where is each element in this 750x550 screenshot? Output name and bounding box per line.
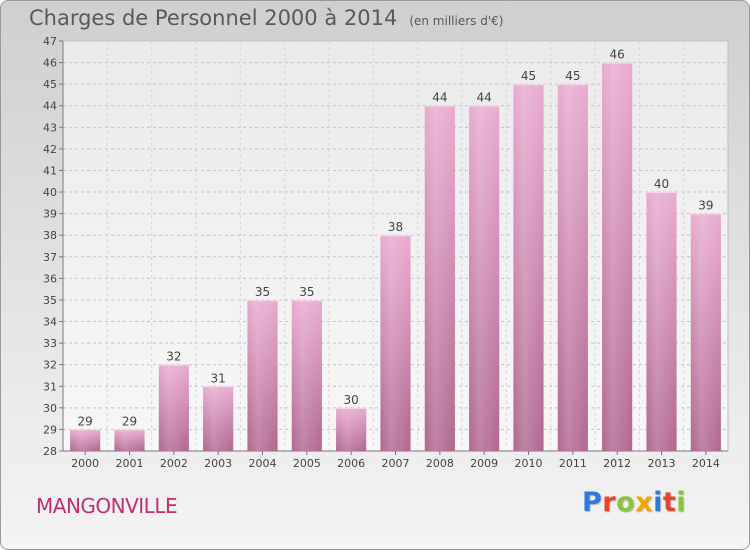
x-tick-label: 2001: [116, 457, 144, 470]
y-tick-label: 41: [43, 164, 57, 177]
bar-value-label: 44: [432, 91, 447, 105]
y-tick-label: 36: [43, 272, 57, 285]
x-tick-label: 2003: [204, 457, 232, 470]
chart-unit: (en milliers d'€): [409, 14, 504, 28]
bar-sheen-2010: [513, 84, 544, 451]
y-tick-label: 30: [43, 402, 57, 415]
x-tick-label: 2004: [249, 457, 277, 470]
bar-sheen-2002: [158, 364, 189, 451]
bar-value-label: 38: [388, 220, 403, 234]
chart-title-text: Charges de Personnel 2000 à 2014: [29, 6, 398, 30]
chart-title: Charges de Personnel 2000 à 2014 (en mill…: [29, 6, 503, 30]
y-tick-label: 42: [43, 143, 57, 156]
bar-sheen-2006: [336, 407, 367, 451]
bar-value-label: 45: [521, 69, 536, 83]
bar-value-label: 45: [565, 69, 580, 83]
bar-sheen-2005: [291, 299, 322, 451]
y-tick-label: 33: [43, 337, 57, 350]
bar-sheen-2012: [602, 62, 633, 451]
bar-value-label: 31: [211, 371, 226, 385]
bar-sheen-2001: [114, 429, 145, 451]
bar-value-label: 29: [122, 414, 137, 428]
y-tick-label: 39: [43, 208, 57, 221]
x-tick-label: 2011: [559, 457, 587, 470]
bar-sheen-2007: [380, 235, 411, 451]
bar-sheen-2004: [247, 299, 278, 451]
bar-value-label: 44: [477, 91, 492, 105]
y-tick-label: 29: [43, 423, 57, 436]
bar-value-label: 35: [255, 285, 270, 299]
bars: [70, 62, 721, 452]
proxiti-logo: Proxiti: [582, 487, 687, 518]
y-tick-label: 43: [43, 121, 57, 134]
y-tick-label: 34: [43, 316, 57, 329]
x-tick-label: 2012: [603, 457, 631, 470]
y-tick-label: 32: [43, 359, 57, 372]
bar-value-label: 46: [610, 48, 625, 62]
x-tick-label: 2010: [515, 457, 543, 470]
x-tick-label: 2007: [382, 457, 410, 470]
y-tick-label: 35: [43, 294, 57, 307]
x-tick-label: 2000: [71, 457, 99, 470]
y-tick-label: 47: [43, 35, 57, 48]
bar-sheen-2013: [646, 192, 677, 452]
bar-sheen-2014: [690, 213, 721, 451]
x-tick-label: 2008: [426, 457, 454, 470]
y-tick-label: 38: [43, 229, 57, 242]
bar-sheen-2003: [203, 386, 234, 451]
x-tick-label: 2005: [293, 457, 321, 470]
bar-value-label: 29: [78, 414, 93, 428]
bar-value-label: 35: [299, 285, 314, 299]
bar-sheen-2000: [70, 429, 101, 451]
y-tick-label: 37: [43, 251, 57, 264]
x-tick-label: 2006: [337, 457, 365, 470]
y-tick-label: 28: [43, 445, 57, 458]
bar-sheen-2008: [424, 105, 455, 451]
y-tick-label: 46: [43, 57, 57, 70]
x-tick-label: 2002: [160, 457, 188, 470]
commune-name: MANGONVILLE: [36, 494, 178, 518]
y-tick-label: 44: [43, 100, 57, 113]
y-tick-label: 31: [43, 380, 57, 393]
bar-value-label: 30: [344, 393, 359, 407]
bar-value-label: 40: [654, 177, 669, 191]
bar-sheen-2009: [469, 105, 500, 451]
bar-value-labels: 29 29 32 31 35 35 30 38 44 44 45 45 46 40 39: [78, 48, 714, 429]
y-tick-label: 45: [43, 78, 57, 91]
x-tick-label: 2013: [648, 457, 676, 470]
bar-sheen-2011: [557, 84, 588, 451]
y-tick-label: 40: [43, 186, 57, 199]
bar-value-label: 32: [166, 350, 181, 364]
x-tick-label: 2014: [692, 457, 720, 470]
bar-value-label: 39: [698, 199, 713, 213]
x-tick-label: 2009: [470, 457, 498, 470]
